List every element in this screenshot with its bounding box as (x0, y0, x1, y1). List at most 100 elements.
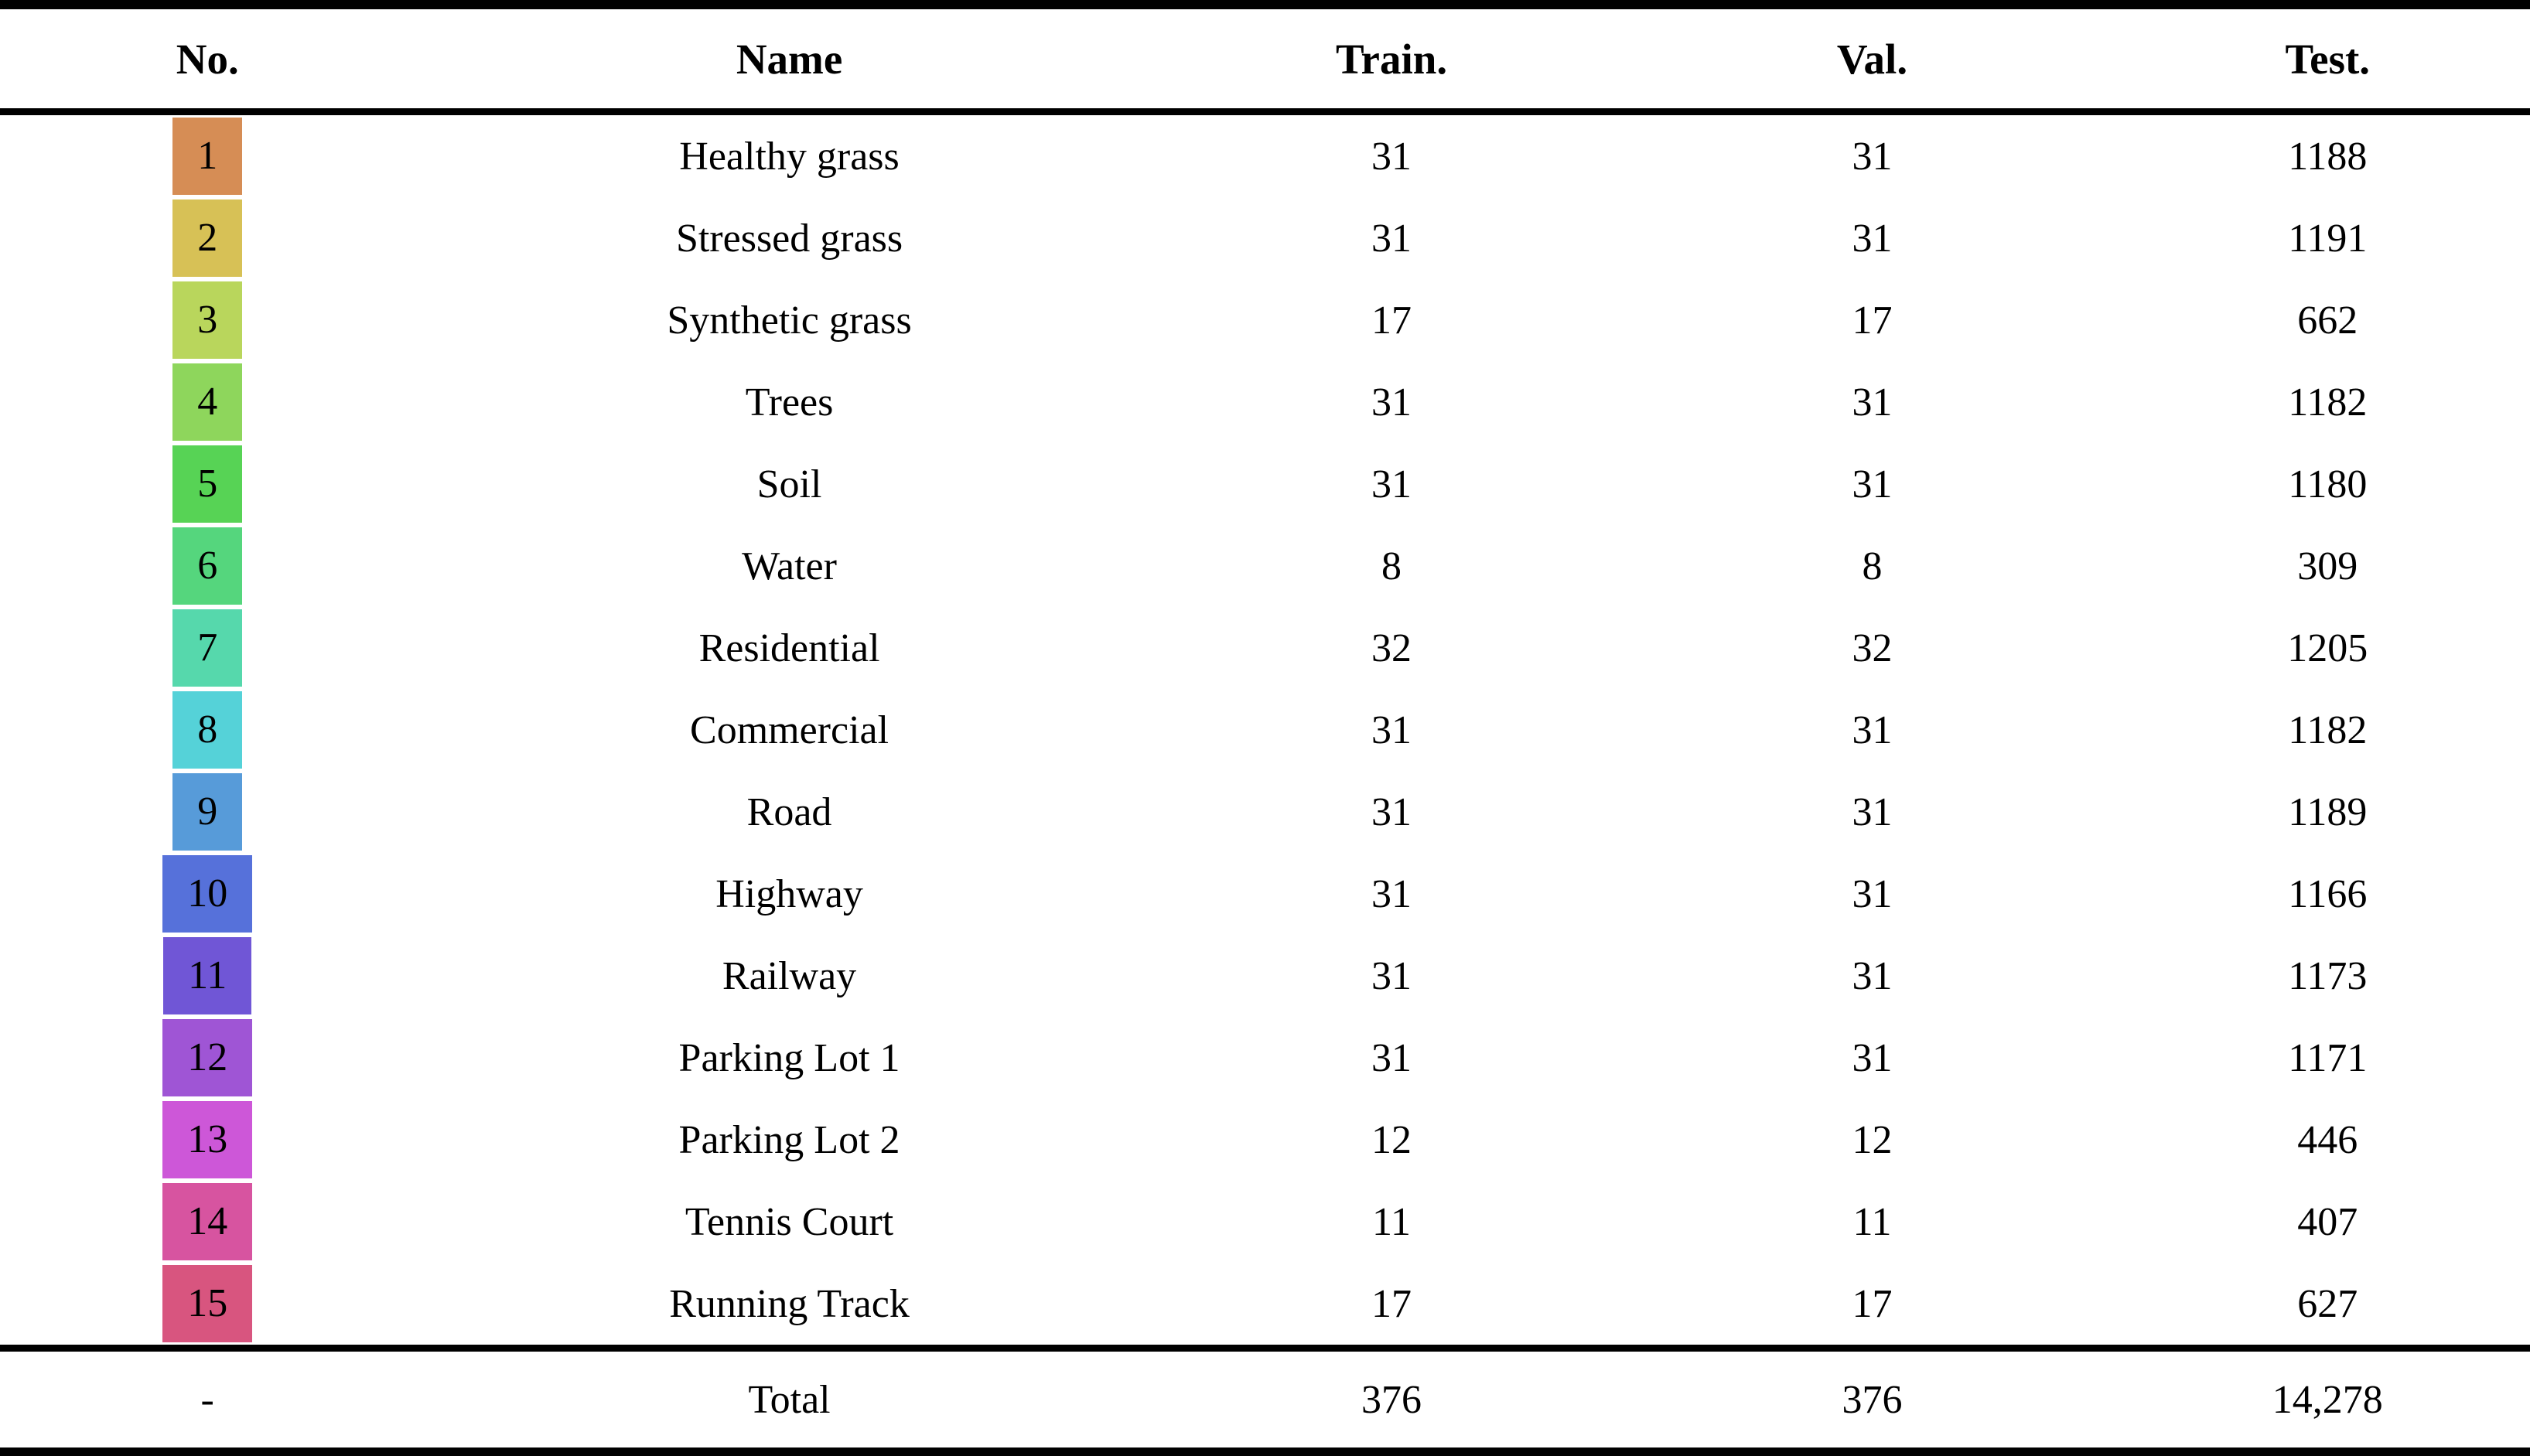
train-count-cell: 31 (1371, 216, 1412, 261)
train-count-cell: 17 (1371, 1281, 1412, 1326)
val-count-cell: 12 (1852, 1117, 1893, 1162)
class-name-cell: Parking Lot 1 (678, 1035, 900, 1080)
train-count-cell: 32 (1371, 626, 1412, 670)
test-count-cell: 1189 (2288, 789, 2368, 834)
table-row: 4 Trees 31 31 1182 (0, 361, 2530, 443)
test-count-cell: 446 (2297, 1117, 2358, 1162)
train-count-cell: 31 (1371, 134, 1412, 179)
test-count-cell: 1180 (2288, 462, 2368, 506)
class-name-cell: Healthy grass (679, 134, 900, 179)
test-count-cell: 309 (2297, 544, 2358, 588)
test-count-cell: 1173 (2288, 953, 2368, 998)
class-color-badge: 5 (172, 445, 243, 523)
train-count-cell: 11 (1371, 1199, 1412, 1244)
table-row: 10 Highway 31 31 1166 (0, 853, 2530, 935)
val-count-cell: 17 (1852, 298, 1893, 343)
class-color-badge: 14 (162, 1183, 253, 1260)
class-number-cell: 5 (0, 443, 415, 525)
train-count-cell: 31 (1371, 708, 1412, 752)
total-name-cell: Total (415, 1345, 1164, 1453)
table-header: No. Name Train. Val. Test. (0, 5, 2530, 115)
class-color-badge: 3 (172, 281, 243, 359)
class-color-badge: 11 (163, 937, 252, 1014)
train-count-cell: 12 (1371, 1117, 1412, 1162)
total-val-cell: 376 (1619, 1345, 2125, 1453)
val-count-cell: 31 (1852, 216, 1893, 261)
class-number-cell: 14 (0, 1181, 415, 1263)
train-count-cell: 17 (1371, 298, 1412, 343)
column-header-name: Name (415, 5, 1164, 115)
class-color-badge: 6 (172, 527, 243, 605)
class-number-cell: 1 (0, 112, 415, 198)
val-count-cell: 8 (1862, 544, 1883, 588)
train-count-cell: 31 (1371, 1035, 1412, 1080)
val-count-cell: 31 (1852, 789, 1893, 834)
train-count-cell: 31 (1371, 380, 1412, 425)
val-count-cell: 31 (1852, 134, 1893, 179)
class-color-badge: 2 (172, 199, 243, 277)
total-no-cell: - (0, 1345, 415, 1453)
class-name-cell: Railway (722, 953, 857, 998)
class-name-cell: Commercial (690, 708, 889, 752)
test-count-cell: 1188 (2288, 134, 2368, 179)
class-name-cell: Synthetic grass (667, 298, 912, 343)
table-body: 1 Healthy grass 31 31 1188 2 Stressed gr… (0, 112, 2530, 1349)
class-number-cell: 9 (0, 771, 415, 853)
class-number-cell: 7 (0, 607, 415, 689)
class-name-cell: Parking Lot 2 (678, 1117, 900, 1162)
class-number-cell: 10 (0, 853, 415, 935)
class-name-cell: Residential (698, 626, 880, 670)
class-number-cell: 4 (0, 361, 415, 443)
test-count-cell: 1205 (2287, 626, 2368, 670)
train-count-cell: 8 (1381, 544, 1402, 588)
total-row: - Total 376 376 14,278 (0, 1345, 2530, 1453)
val-count-cell: 11 (1852, 1199, 1892, 1244)
test-count-cell: 1182 (2288, 708, 2368, 752)
val-count-cell: 31 (1852, 462, 1893, 506)
test-count-cell: 407 (2297, 1199, 2358, 1244)
test-count-cell: 627 (2297, 1281, 2358, 1326)
table-row: 7 Residential 32 32 1205 (0, 607, 2530, 689)
class-name-cell: Road (746, 789, 832, 834)
class-color-badge: 12 (162, 1019, 253, 1096)
table-row: 11 Railway 31 31 1173 (0, 935, 2530, 1017)
class-number-cell: 15 (0, 1263, 415, 1349)
class-number-cell: 12 (0, 1017, 415, 1099)
val-count-cell: 32 (1852, 626, 1893, 670)
table-row: 1 Healthy grass 31 31 1188 (0, 112, 2530, 198)
table-row: 13 Parking Lot 2 12 12 446 (0, 1099, 2530, 1181)
train-count-cell: 31 (1371, 462, 1412, 506)
column-header-train: Train. (1163, 5, 1620, 115)
column-header-val: Val. (1619, 5, 2125, 115)
class-name-cell: Tennis Court (685, 1199, 894, 1244)
class-color-badge: 8 (172, 691, 243, 769)
val-count-cell: 31 (1852, 380, 1893, 425)
class-number-cell: 11 (0, 935, 415, 1017)
total-train-cell: 376 (1163, 1345, 1620, 1453)
train-count-cell: 31 (1371, 789, 1412, 834)
test-count-cell: 1191 (2288, 216, 2368, 261)
total-test-cell: 14,278 (2125, 1345, 2530, 1453)
class-name-cell: Highway (715, 871, 863, 916)
val-count-cell: 31 (1852, 1035, 1893, 1080)
header-row: No. Name Train. Val. Test. (0, 5, 2530, 115)
class-name-cell: Trees (745, 380, 834, 425)
table-row: 3 Synthetic grass 17 17 662 (0, 279, 2530, 361)
class-color-badge: 7 (172, 609, 243, 687)
test-count-cell: 1182 (2288, 380, 2368, 425)
class-number-cell: 3 (0, 279, 415, 361)
table-row: 15 Running Track 17 17 627 (0, 1263, 2530, 1349)
val-count-cell: 31 (1852, 953, 1893, 998)
table-row: 12 Parking Lot 1 31 31 1171 (0, 1017, 2530, 1099)
test-count-cell: 1171 (2288, 1035, 2368, 1080)
class-number-cell: 2 (0, 197, 415, 279)
class-color-badge: 9 (172, 773, 243, 851)
class-color-badge: 4 (172, 363, 243, 441)
test-count-cell: 1166 (2288, 871, 2368, 916)
table-row: 9 Road 31 31 1189 (0, 771, 2530, 853)
column-header-no: No. (0, 5, 415, 115)
class-color-badge: 10 (162, 855, 253, 933)
train-count-cell: 31 (1371, 871, 1412, 916)
